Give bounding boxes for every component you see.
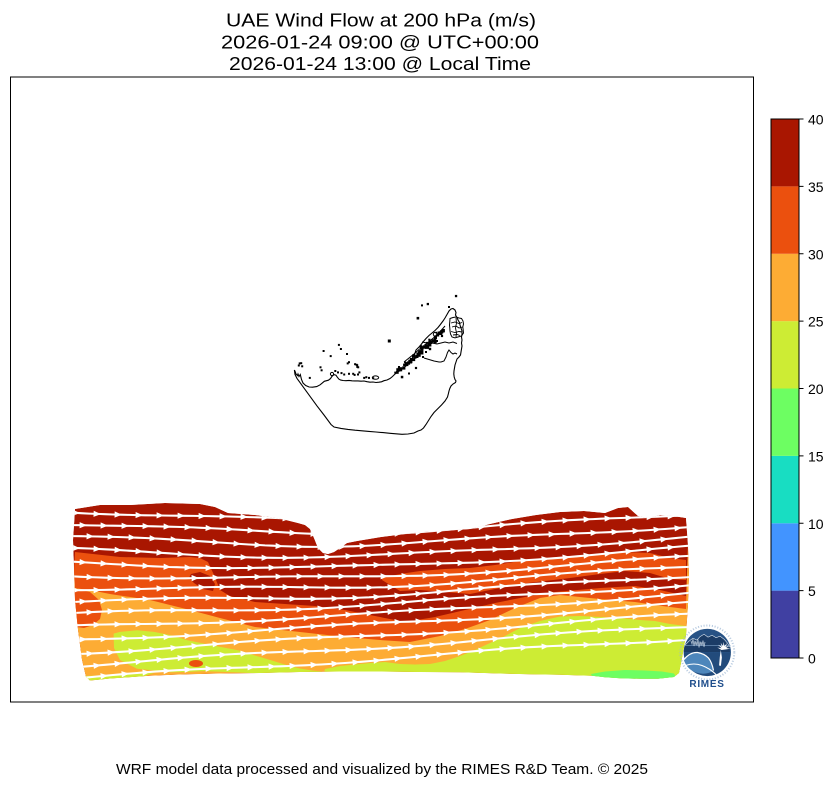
svg-text:40: 40 xyxy=(808,112,824,128)
svg-text:2026-01-24 09:00 @ UTC+00:00: 2026-01-24 09:00 @ UTC+00:00 xyxy=(221,32,539,53)
svg-text:UAE Wind Flow at 200 hPa (m/s): UAE Wind Flow at 200 hPa (m/s) xyxy=(226,10,536,31)
svg-text:10: 10 xyxy=(808,516,824,532)
svg-text:WRF model data processed and v: WRF model data processed and visualized … xyxy=(116,762,648,778)
svg-text:2026-01-24 13:00 @ Local Time: 2026-01-24 13:00 @ Local Time xyxy=(229,53,531,74)
svg-text:5: 5 xyxy=(808,583,816,599)
svg-text:20: 20 xyxy=(808,381,824,397)
svg-text:RIMES: RIMES xyxy=(689,679,724,690)
svg-text:0: 0 xyxy=(808,651,816,667)
svg-text:25: 25 xyxy=(808,314,824,330)
svg-text:35: 35 xyxy=(808,179,824,195)
svg-text:30: 30 xyxy=(808,246,824,262)
svg-text:15: 15 xyxy=(808,448,824,464)
